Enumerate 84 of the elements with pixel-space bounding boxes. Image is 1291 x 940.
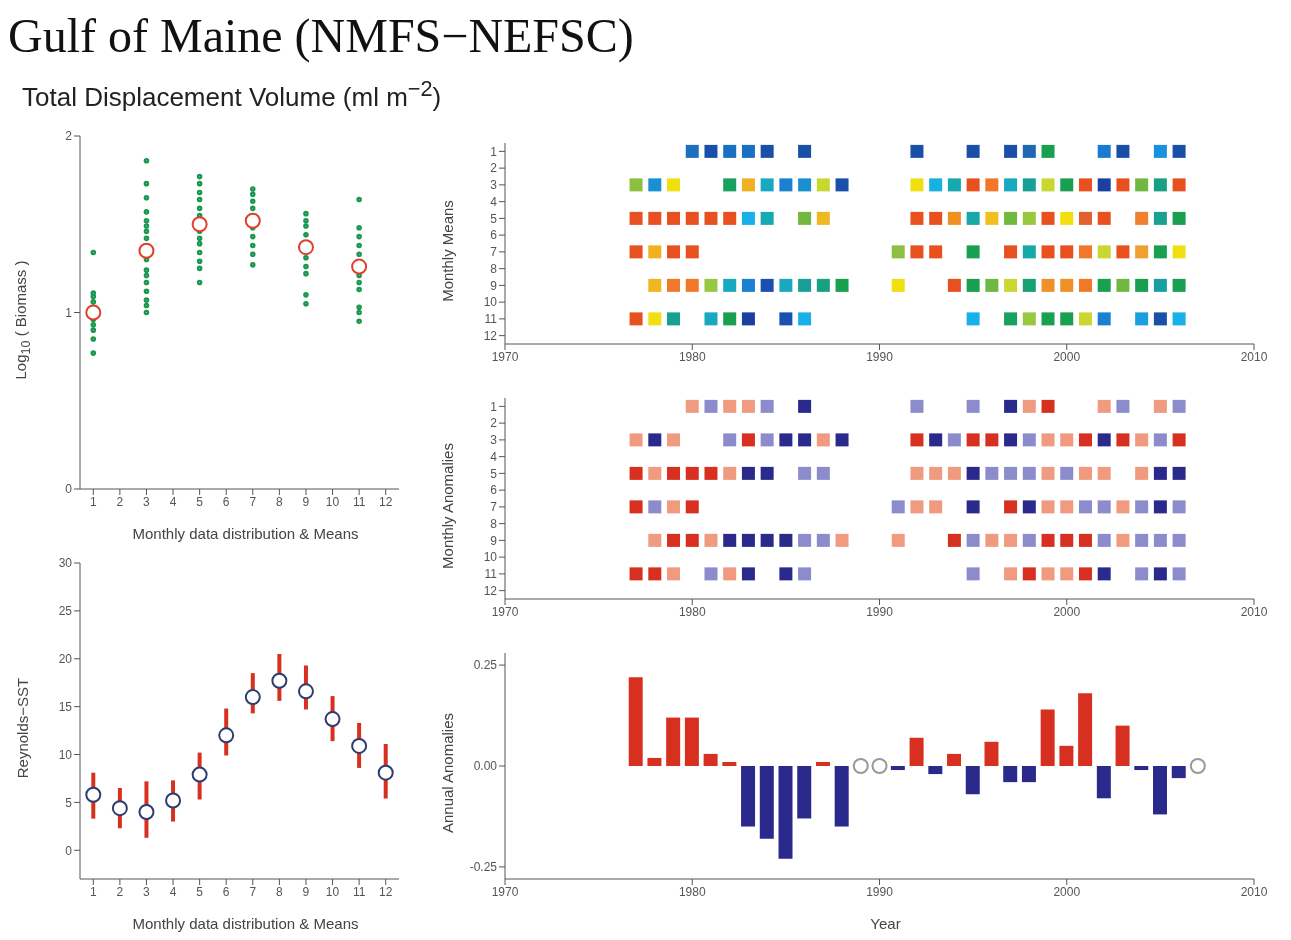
y-tick-label: 6 [490, 228, 498, 243]
y-tick-label: 25 [58, 604, 73, 619]
x-tick-label: 1980 [678, 884, 706, 899]
x-axis-title: Year [869, 915, 902, 932]
x-tick-label: 10 [325, 494, 340, 509]
y-tick-label: 10 [58, 747, 73, 762]
y-tick-label: 5 [65, 795, 73, 810]
y-tick-label: 6 [490, 483, 498, 498]
y-tick-label: 7 [490, 245, 498, 260]
x-tick-label: 1970 [491, 604, 519, 619]
x-tick-label: 1980 [678, 604, 706, 619]
y-tick-label: 11 [484, 312, 498, 327]
y-tick-label: 10 [483, 550, 498, 565]
y-tick-label: 12 [483, 328, 498, 343]
y-tick-label: 8 [490, 516, 498, 531]
y-tick-label: 0.00 [473, 759, 498, 774]
x-tick-label: 9 [302, 494, 310, 509]
x-tick-label: 1 [89, 884, 97, 899]
x-tick-label: 11 [352, 884, 366, 899]
x-tick-label: 1990 [866, 884, 894, 899]
chart-title: Gulf of Maine (NMFS−NEFSC) [8, 8, 634, 63]
y-tick-label: 3 [490, 433, 498, 448]
x-tick-label: 2010 [1240, 884, 1268, 899]
y-tick-label: 11 [484, 567, 498, 582]
y-tick-label: 1 [490, 399, 498, 414]
x-tick-label: 7 [249, 494, 257, 509]
x-tick-label: 3 [143, 884, 151, 899]
y-tick-label: 9 [490, 533, 498, 548]
y-axis-title: Monthly Anomalies [438, 442, 456, 569]
x-tick-label: 4 [169, 494, 177, 509]
y-tick-label: 2 [490, 161, 498, 176]
y-axis-title: Annual Anomalies [438, 712, 456, 834]
y-tick-label: -0.25 [469, 860, 498, 875]
y-tick-label: 8 [490, 261, 498, 276]
x-tick-label: 1970 [491, 884, 519, 899]
y-tick-label: 3 [490, 178, 498, 193]
y-tick-label: 9 [490, 278, 498, 293]
x-tick-label: 2010 [1240, 604, 1268, 619]
x-tick-label: 2000 [1053, 884, 1081, 899]
y-tick-label: 1 [490, 144, 498, 159]
x-tick-label: 8 [276, 494, 284, 509]
x-tick-label: 1990 [866, 349, 894, 364]
y-tick-label: 0 [65, 482, 73, 497]
y-axis-title: Reynolds−SST [13, 677, 31, 779]
x-tick-label: 7 [249, 884, 257, 899]
y-tick-label: 10 [483, 295, 498, 310]
y-tick-label: 30 [58, 556, 73, 571]
y-tick-label: 12 [483, 583, 498, 598]
y-tick-label: 2 [490, 416, 498, 431]
x-tick-label: 3 [143, 494, 151, 509]
y-tick-label: 1 [65, 305, 73, 320]
y-tick-label: 20 [58, 652, 73, 667]
y-tick-label: 0.25 [473, 658, 498, 673]
x-tick-label: 2000 [1053, 604, 1081, 619]
x-tick-label: 2010 [1240, 349, 1268, 364]
x-tick-label: 11 [352, 494, 366, 509]
x-tick-label: 1 [89, 494, 97, 509]
x-tick-label: 6 [222, 494, 230, 509]
y-tick-label: 5 [490, 466, 498, 481]
y-tick-label: 5 [490, 211, 498, 226]
y-tick-label: 4 [490, 194, 498, 209]
x-tick-label: 4 [169, 884, 177, 899]
y-axis-title: Monthly Means [438, 199, 456, 302]
x-tick-label: 5 [196, 884, 204, 899]
x-tick-label: 12 [379, 494, 393, 509]
x-tick-label: 2 [116, 884, 124, 899]
x-tick-label: 6 [222, 884, 230, 899]
x-tick-label: 1970 [491, 349, 519, 364]
y-tick-label: 0 [65, 843, 73, 858]
chart-subtitle: Total Displacement Volume (ml m$^{−2}$) [22, 76, 442, 113]
x-tick-label: 9 [302, 884, 310, 899]
y-tick-label: 2 [65, 129, 73, 144]
x-tick-label: 1990 [866, 604, 894, 619]
y-tick-label: 4 [490, 449, 498, 464]
x-tick-label: 2000 [1053, 349, 1081, 364]
x-tick-label: 2 [116, 494, 124, 509]
y-tick-label: 15 [58, 699, 73, 714]
x-axis-title: Monthly data distribution & Means [131, 525, 360, 542]
x-tick-label: 5 [196, 494, 204, 509]
x-tick-label: 1980 [678, 349, 706, 364]
x-axis-title: Monthly data distribution & Means [131, 915, 360, 932]
x-tick-label: 8 [276, 884, 284, 899]
x-tick-label: 10 [325, 884, 340, 899]
x-tick-label: 12 [379, 884, 393, 899]
